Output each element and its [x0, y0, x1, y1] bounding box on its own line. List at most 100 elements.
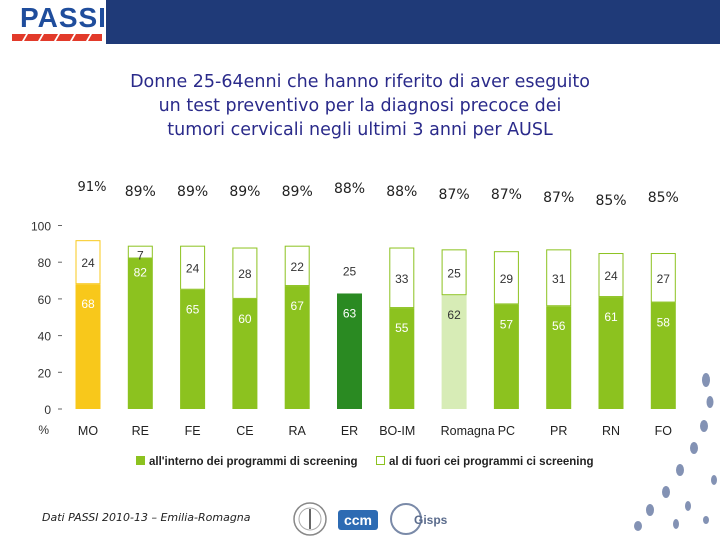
bar-segment-outside: [75, 240, 101, 285]
title-line-1: Donne 25-64enni che hanno riferito di av…: [130, 72, 590, 92]
y-tick-label: 60: [38, 293, 52, 307]
total-label: 85%: [595, 193, 626, 209]
legend-label-inside: all'interno dei programmi di screening: [149, 456, 358, 468]
bar-segment-outside: [389, 247, 415, 309]
x-tick-label: RA: [289, 424, 307, 438]
data-label-outside: 22: [291, 260, 305, 274]
bar-segment-inside: [232, 298, 258, 409]
total-label: 89%: [125, 184, 156, 200]
y-tick-label: 0: [44, 403, 51, 417]
data-label-inside: 65: [186, 303, 200, 317]
data-label-inside: 67: [291, 299, 305, 313]
bar-segment-outside: [127, 245, 153, 259]
x-tick-label: PC: [498, 424, 515, 438]
total-label: 87%: [543, 190, 574, 206]
data-label-outside: 25: [343, 264, 357, 278]
data-label-outside: 29: [500, 272, 514, 286]
bar-segment-outside: [180, 245, 206, 290]
gisps-logo-icon: Gisps: [390, 503, 448, 535]
data-label-inside: 82: [134, 266, 148, 280]
stacked-bar-chart: 0 20 40 60 80 100% 68 24 91% MO 82 7 89% RE 65 24 89% FE 6…: [31, 180, 679, 468]
svg-text:Gisps: Gisps: [414, 513, 448, 527]
x-tick-label: RN: [602, 424, 620, 438]
data-label-outside: 25: [447, 266, 461, 280]
data-label-outside: 24: [604, 269, 618, 283]
total-label: 87%: [439, 187, 470, 203]
data-source: Dati PASSI 2010-13 – Emilia-Romagna: [42, 511, 251, 524]
partner-logos: ccm Gisps: [293, 502, 448, 536]
logo-stripes-icon: [12, 34, 102, 41]
bar-segment-outside: [337, 247, 362, 294]
total-label: 89%: [282, 184, 313, 200]
ccm-logo-icon: ccm: [338, 510, 378, 530]
y-tick-label: 40: [38, 330, 52, 344]
bar-segment-inside: [493, 304, 519, 409]
legend-label-outside: al di fuori cei programmi ci screening: [389, 456, 594, 468]
bar-segment-outside: [493, 251, 519, 305]
legend-swatch-outside: [376, 456, 385, 465]
data-label-outside: 7: [137, 249, 144, 263]
header-band: [106, 0, 720, 44]
title-line-3: tumori cervicali negli ultimi 3 anni per…: [167, 120, 553, 140]
chart-title: Donne 25-64enni che hanno riferito di av…: [60, 70, 660, 142]
data-label-inside: 58: [657, 316, 671, 330]
x-tick-label: PR: [550, 424, 567, 438]
x-tick-label: Romagna: [441, 424, 495, 438]
data-label-inside: 62: [447, 308, 461, 322]
bar-segment-outside: [232, 247, 258, 299]
bar-segment-outside: [546, 249, 572, 307]
data-label-inside: 57: [500, 317, 514, 331]
bar-segment-inside: [441, 295, 467, 409]
data-label-outside: 27: [657, 272, 671, 286]
data-label-outside: 28: [238, 267, 252, 281]
data-label-outside: 33: [395, 272, 409, 286]
passi-logo: PASSI: [6, 2, 106, 44]
bar-segment-outside: [598, 253, 624, 298]
bar-segment-inside: [75, 284, 101, 409]
title-line-2: un test preventivo per la diagnosi preco…: [158, 96, 562, 116]
y-tick-label: 100: [31, 220, 51, 234]
logo-text: PASSI: [20, 2, 107, 33]
data-label-inside: 63: [343, 306, 357, 320]
x-tick-label: FO: [655, 424, 673, 438]
bar-segment-inside: [546, 306, 572, 409]
y-axis-label: %: [38, 423, 49, 437]
decorative-footprints: [634, 373, 717, 531]
total-label: 87%: [491, 187, 522, 203]
data-label-inside: 55: [395, 321, 409, 335]
legend-swatch-inside: [136, 456, 145, 465]
data-label-inside: 61: [604, 310, 618, 324]
data-label-inside: 68: [81, 297, 95, 311]
total-label: 91%: [78, 180, 107, 195]
iss-logo-icon: [293, 502, 327, 536]
bar-segment-outside: [441, 249, 467, 296]
total-label: 88%: [386, 184, 417, 200]
bar-segment-outside: [284, 245, 310, 287]
bar-segment-inside: [337, 293, 362, 409]
bar-segment-inside: [180, 289, 206, 409]
total-label: 88%: [334, 181, 365, 197]
total-label: 89%: [177, 184, 208, 200]
total-label: 89%: [229, 184, 260, 200]
y-tick-label: 20: [38, 366, 52, 380]
bar-segment-inside: [389, 308, 415, 409]
y-tick-label: 80: [38, 256, 52, 270]
total-label: 85%: [648, 190, 679, 206]
x-tick-label: MO: [78, 424, 98, 438]
bar-segment-inside: [284, 286, 310, 409]
bar-segment-inside: [127, 258, 153, 409]
x-tick-label: RE: [132, 424, 149, 438]
svg-text:ccm: ccm: [344, 512, 372, 528]
data-label-outside: 24: [186, 262, 200, 276]
bar-segment-inside: [598, 297, 624, 409]
bar-segment-inside: [650, 302, 676, 409]
data-label-outside: 31: [552, 272, 566, 286]
x-tick-label: CE: [236, 424, 253, 438]
x-tick-label: ER: [341, 424, 358, 438]
x-tick-label: FE: [185, 424, 201, 438]
data-label-inside: 60: [238, 312, 252, 326]
bar-segment-outside: [650, 253, 676, 303]
data-label-outside: 24: [81, 256, 95, 270]
x-tick-label: BO-IM: [379, 424, 415, 438]
data-label-inside: 56: [552, 319, 566, 333]
